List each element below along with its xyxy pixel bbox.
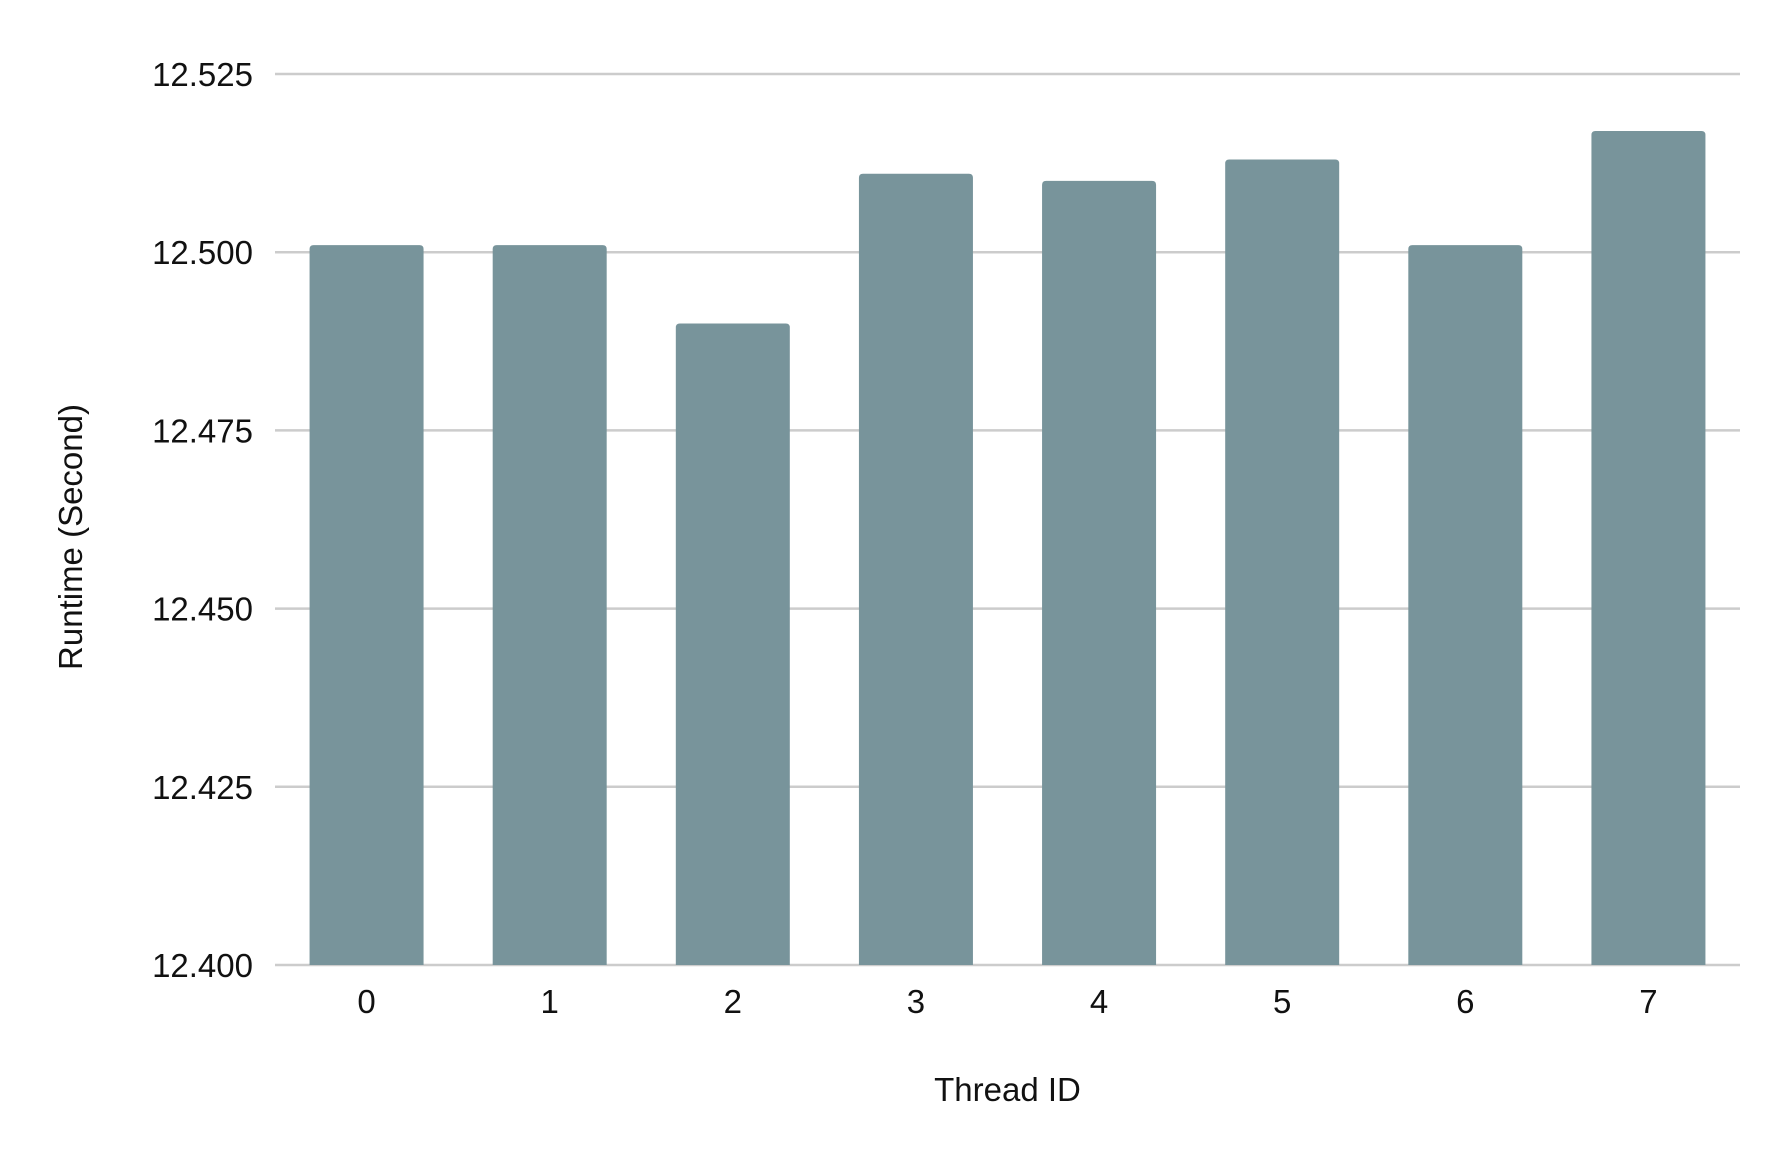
bar-thread-2 <box>675 323 790 966</box>
x-axis-ticks: 0 1 2 3 4 5 6 7 <box>357 983 1657 1020</box>
y-tick-label: 12.475 <box>152 412 253 449</box>
bars <box>309 131 1706 966</box>
bar-thread-7 <box>1591 131 1706 966</box>
x-tick-label: 1 <box>541 983 559 1020</box>
bar-thread-1 <box>492 245 607 965</box>
bar-thread-6 <box>1408 245 1523 965</box>
y-tick-label: 12.525 <box>152 56 253 93</box>
x-tick-label: 5 <box>1273 983 1291 1020</box>
y-axis-ticks: 12.400 12.425 12.450 12.475 12.500 12.525 <box>152 56 253 984</box>
x-axis-title: Thread ID <box>934 1071 1081 1108</box>
bar-thread-0 <box>309 245 424 965</box>
y-tick-label: 12.400 <box>152 947 253 984</box>
bar-thread-3 <box>858 173 973 966</box>
y-tick-label: 12.425 <box>152 769 253 806</box>
y-axis-title: Runtime (Second) <box>52 404 89 670</box>
x-tick-label: 2 <box>724 983 742 1020</box>
bar-thread-4 <box>1042 180 1157 966</box>
x-tick-label: 3 <box>907 983 925 1020</box>
y-tick-label: 12.500 <box>152 234 253 271</box>
x-tick-label: 0 <box>357 983 375 1020</box>
x-tick-label: 7 <box>1639 983 1657 1020</box>
y-tick-label: 12.450 <box>152 591 253 628</box>
x-tick-label: 6 <box>1456 983 1474 1020</box>
x-tick-label: 4 <box>1090 983 1108 1020</box>
bar-thread-5 <box>1225 159 1340 965</box>
